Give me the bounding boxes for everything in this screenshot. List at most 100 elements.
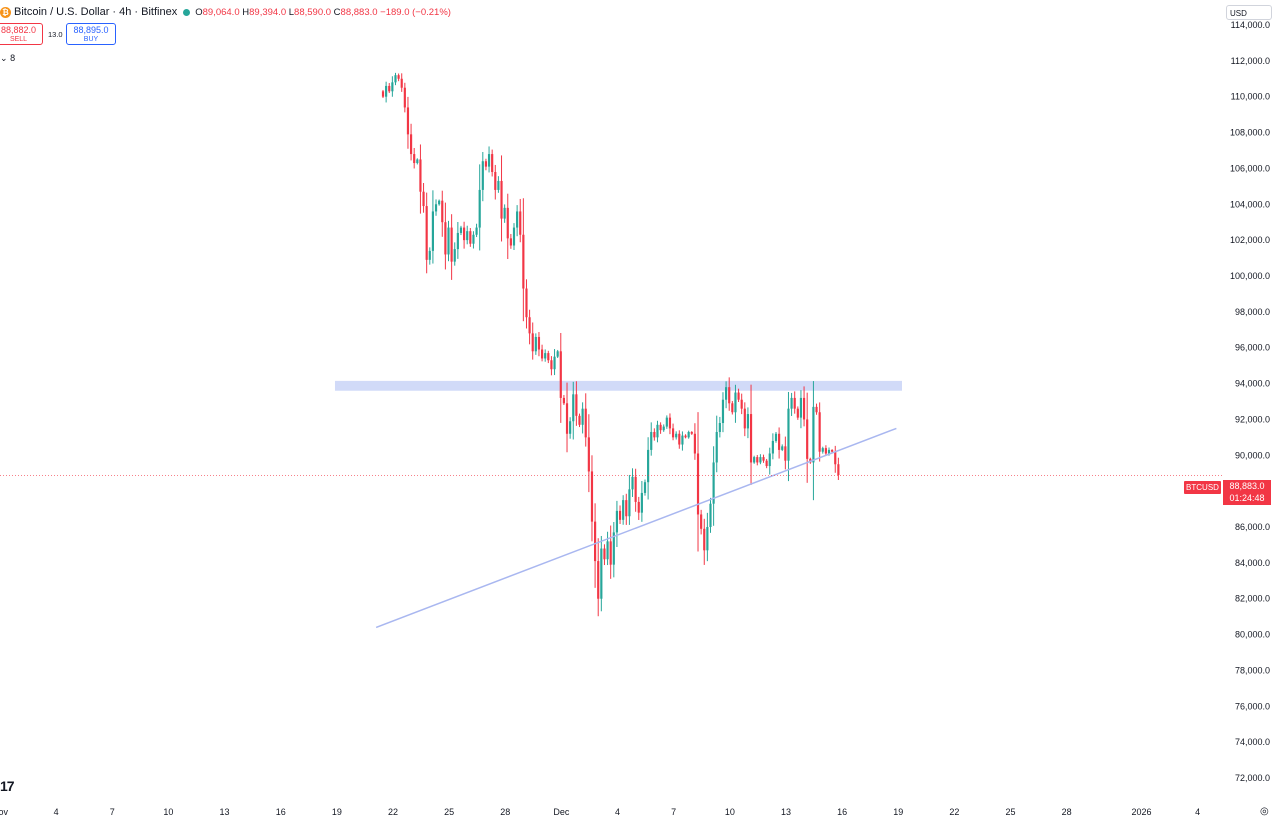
candle[interactable] bbox=[731, 401, 734, 415]
candle[interactable] bbox=[693, 423, 696, 460]
candle[interactable] bbox=[463, 221, 466, 249]
candle[interactable] bbox=[762, 454, 765, 463]
sell-button[interactable]: 88,882.0 SELL bbox=[0, 23, 43, 45]
candle[interactable] bbox=[469, 228, 472, 247]
candle[interactable] bbox=[425, 192, 428, 274]
candle[interactable] bbox=[590, 455, 594, 542]
candle[interactable] bbox=[690, 431, 693, 435]
candle[interactable] bbox=[522, 198, 525, 322]
chevron-down-icon[interactable]: ⌄ bbox=[0, 53, 8, 63]
candle[interactable] bbox=[756, 454, 759, 466]
candle[interactable] bbox=[612, 522, 615, 578]
candle[interactable] bbox=[696, 412, 700, 552]
candle[interactable] bbox=[615, 500, 619, 547]
candle[interactable] bbox=[659, 422, 662, 434]
candle[interactable] bbox=[544, 349, 547, 362]
candle[interactable] bbox=[634, 468, 637, 512]
candle[interactable] bbox=[547, 350, 550, 364]
candle[interactable] bbox=[475, 223, 478, 238]
currency-selector[interactable]: USD bbox=[1226, 5, 1272, 20]
candle[interactable] bbox=[753, 455, 756, 464]
candle[interactable] bbox=[824, 445, 827, 456]
candle[interactable] bbox=[406, 96, 410, 149]
tradingview-logo-icon[interactable]: 17 bbox=[0, 778, 15, 794]
candle[interactable] bbox=[743, 402, 746, 437]
candle[interactable] bbox=[587, 414, 590, 493]
candle[interactable] bbox=[784, 436, 787, 470]
candle[interactable] bbox=[537, 332, 541, 357]
candle[interactable] bbox=[622, 495, 625, 525]
candle[interactable] bbox=[484, 158, 488, 171]
candle[interactable] bbox=[525, 279, 528, 329]
candle[interactable] bbox=[519, 198, 522, 243]
candle[interactable] bbox=[550, 356, 553, 376]
resistance-zone[interactable] bbox=[334, 380, 902, 391]
indicator-toggle[interactable]: ⌄ 8 bbox=[0, 53, 15, 64]
candle[interactable] bbox=[565, 382, 569, 453]
candle[interactable] bbox=[703, 518, 706, 565]
candle[interactable] bbox=[687, 430, 690, 439]
candle[interactable] bbox=[647, 437, 650, 500]
candle[interactable] bbox=[728, 377, 731, 411]
candle[interactable] bbox=[774, 431, 778, 443]
candle[interactable] bbox=[413, 147, 416, 169]
candle[interactable] bbox=[569, 417, 572, 439]
candle[interactable] bbox=[481, 152, 484, 202]
candle[interactable] bbox=[584, 393, 587, 447]
candle[interactable] bbox=[765, 458, 768, 469]
candle[interactable] bbox=[678, 430, 681, 449]
candle[interactable] bbox=[466, 225, 469, 245]
candle[interactable] bbox=[556, 349, 559, 359]
candle[interactable] bbox=[397, 73, 400, 82]
candle[interactable] bbox=[441, 190, 444, 237]
candle[interactable] bbox=[434, 199, 438, 216]
candle[interactable] bbox=[749, 384, 753, 485]
candle[interactable] bbox=[831, 449, 834, 453]
candle[interactable] bbox=[768, 447, 771, 475]
candle[interactable] bbox=[681, 431, 684, 451]
candle[interactable] bbox=[540, 344, 544, 362]
candle[interactable] bbox=[653, 428, 656, 441]
candle[interactable] bbox=[516, 205, 519, 237]
candle[interactable] bbox=[594, 503, 597, 588]
candle[interactable] bbox=[656, 420, 659, 443]
candle[interactable] bbox=[715, 415, 718, 473]
candle[interactable] bbox=[494, 164, 497, 200]
candle[interactable] bbox=[790, 392, 793, 416]
candle[interactable] bbox=[799, 390, 803, 429]
candle[interactable] bbox=[781, 444, 784, 452]
candle[interactable] bbox=[403, 82, 406, 113]
candle[interactable] bbox=[603, 544, 606, 566]
candle[interactable] bbox=[684, 434, 687, 439]
candle[interactable] bbox=[793, 391, 796, 414]
candle[interactable] bbox=[837, 457, 840, 481]
market-status-icon[interactable] bbox=[183, 8, 191, 16]
candle[interactable] bbox=[559, 332, 562, 423]
candle[interactable] bbox=[394, 72, 397, 86]
candle[interactable] bbox=[609, 525, 612, 579]
candle[interactable] bbox=[700, 509, 703, 535]
candle[interactable] bbox=[447, 220, 450, 262]
candle[interactable] bbox=[562, 395, 565, 406]
candle[interactable] bbox=[456, 222, 459, 259]
candle[interactable] bbox=[665, 415, 668, 429]
candle[interactable] bbox=[618, 505, 622, 525]
candle[interactable] bbox=[834, 445, 837, 473]
candle[interactable] bbox=[643, 479, 647, 496]
candle[interactable] bbox=[553, 349, 556, 376]
candle[interactable] bbox=[718, 416, 721, 438]
candle[interactable] bbox=[734, 384, 737, 423]
candle[interactable] bbox=[650, 422, 653, 456]
candle[interactable] bbox=[631, 468, 634, 497]
candle[interactable] bbox=[637, 496, 640, 520]
candle[interactable] bbox=[381, 89, 385, 99]
support-trendline[interactable] bbox=[375, 427, 897, 629]
candle[interactable] bbox=[771, 433, 774, 460]
candle[interactable] bbox=[709, 497, 712, 533]
buy-button[interactable]: 88,895.0 BUY bbox=[66, 23, 116, 45]
symbol-title[interactable]: Bitcoin / U.S. Dollar · 4h · Bitfinex bbox=[14, 6, 178, 18]
candle[interactable] bbox=[581, 402, 584, 434]
candle[interactable] bbox=[640, 480, 643, 522]
candle[interactable] bbox=[453, 242, 456, 266]
candle[interactable] bbox=[606, 531, 609, 566]
